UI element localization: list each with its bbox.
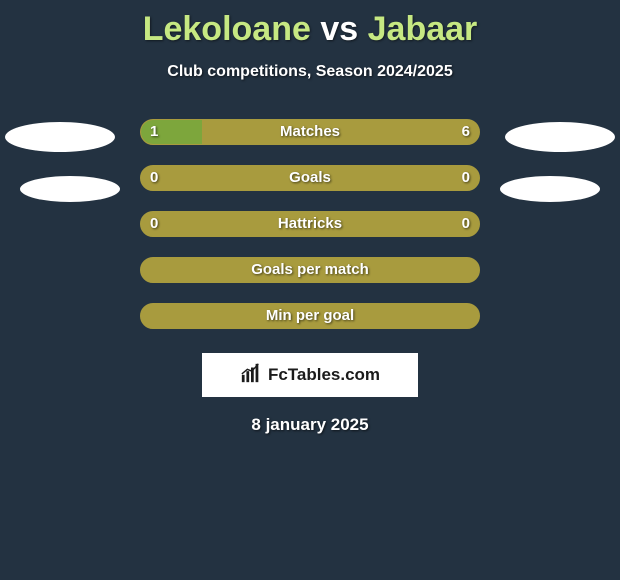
stat-label: Goals [140,165,480,191]
stat-row: 00Hattricks [140,211,480,237]
stat-row: 16Matches [140,119,480,145]
stat-label: Min per goal [140,303,480,329]
stats-container: 16Matches 00Goals 00Hattricks Goals per mat… [0,119,620,329]
stat-row: 00Goals [140,165,480,191]
date-text: 8 january 2025 [0,415,620,435]
title-player2: Jabaar [368,10,478,48]
player1-avatar-placeholder [5,122,115,152]
brand-badge: FcTables.com [202,353,418,397]
title-player1: Lekoloane [143,10,311,48]
stat-label: Matches [140,119,480,145]
title-vs: vs [320,10,358,48]
stat-row: Min per goal [140,303,480,329]
page-title: Lekoloane vs Jabaar [0,0,620,49]
player1-flag-placeholder [20,176,120,202]
chart-icon [240,362,262,389]
player2-avatar-placeholder [505,122,615,152]
subtitle: Club competitions, Season 2024/2025 [0,63,620,81]
brand-text: FcTables.com [268,365,380,385]
stat-row: Goals per match [140,257,480,283]
stat-label: Hattricks [140,211,480,237]
stat-label: Goals per match [140,257,480,283]
player2-flag-placeholder [500,176,600,202]
